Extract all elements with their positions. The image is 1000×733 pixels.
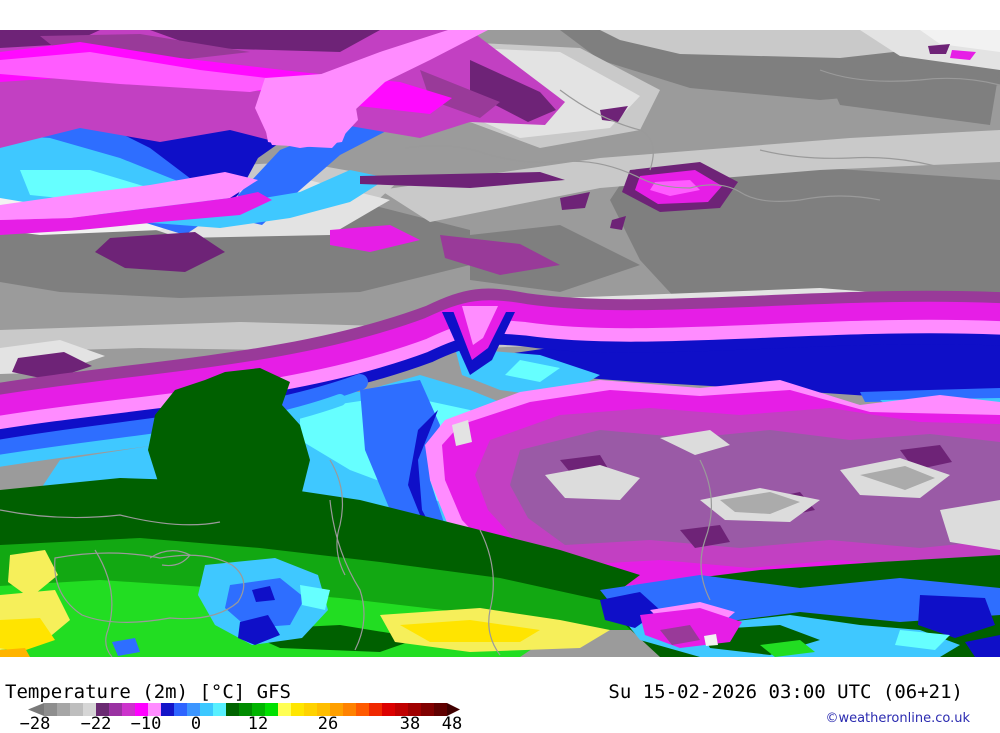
colorbar-tick-label: −10: [130, 714, 162, 733]
colorbar-segment: [122, 703, 135, 716]
forecast-timestamp: Su 15-02-2026 03:00 UTC (06+21): [608, 681, 963, 703]
north-magenta-band: [0, 30, 628, 188]
colorbar-right-arrow-icon: [447, 703, 460, 716]
colorbar-segment: [291, 703, 304, 716]
colorbar-tick-label: 26: [317, 714, 339, 733]
magenta-massif: [408, 380, 1000, 602]
southeast-region: [600, 555, 1000, 657]
colorbar-segment: [239, 703, 252, 716]
colorbar-left-arrow-icon: [28, 703, 44, 716]
colorbar-ticks: −28 −22 −10 0 12 26 38 48: [0, 714, 1000, 733]
colorbar-segment: [174, 703, 187, 716]
colorbar-segment: [382, 703, 395, 716]
colorbar-segment: [96, 703, 109, 716]
temperature-map: [0, 30, 1000, 657]
colorbar-tick-label: 0: [190, 714, 202, 733]
colorbar-tick-label: −28: [19, 714, 51, 733]
colorbar-segment: [213, 703, 226, 716]
colorbar-segment: [148, 703, 161, 716]
colorbar-segment: [265, 703, 278, 716]
colorbar-tick-label: 12: [247, 714, 269, 733]
colorbar-segment: [252, 703, 265, 716]
colorbar-segment: [187, 703, 200, 716]
colorbar-segment: [421, 703, 434, 716]
colorbar-segment: [408, 703, 421, 716]
lakes-cold-spot: [560, 44, 976, 230]
colorbar-segment: [369, 703, 382, 716]
colorbar-segment: [135, 703, 148, 716]
colorbar-tick-label: 38: [399, 714, 421, 733]
colorbar-segment: [395, 703, 408, 716]
sweep-spike: [442, 306, 515, 375]
colorbar-segment: [317, 703, 330, 716]
copyright-watermark: ©weatheronline.co.uk: [825, 711, 970, 726]
colorbar-segment: [57, 703, 70, 716]
colorbar-segment: [200, 703, 213, 716]
colorbar-segment: [44, 703, 57, 716]
colorbar-segment: [434, 703, 447, 716]
colorbar-segment: [109, 703, 122, 716]
temperature-colorbar: [28, 703, 460, 716]
colorbar-segment: [70, 703, 83, 716]
coastlines: [0, 69, 1000, 657]
colorbar-segment: [343, 703, 356, 716]
legend-title: Temperature (2m) [°C] GFS: [5, 681, 291, 703]
colorbar-segment: [83, 703, 96, 716]
colorbar-segment: [330, 703, 343, 716]
colorbar-tick-label: 48: [441, 714, 463, 733]
colorbar-segment: [304, 703, 317, 716]
colorbar-segment: [226, 703, 239, 716]
colorbar-segment: [161, 703, 174, 716]
mountain-cluster-west: [198, 558, 330, 645]
pink-blob: [255, 72, 358, 148]
colorbar-tick-label: −22: [80, 714, 112, 733]
purple-spear: [360, 172, 565, 188]
colorbar-segments: [44, 703, 447, 716]
shore-strips: [0, 172, 560, 380]
colorbar-segment: [356, 703, 369, 716]
colorbar-segment: [278, 703, 291, 716]
